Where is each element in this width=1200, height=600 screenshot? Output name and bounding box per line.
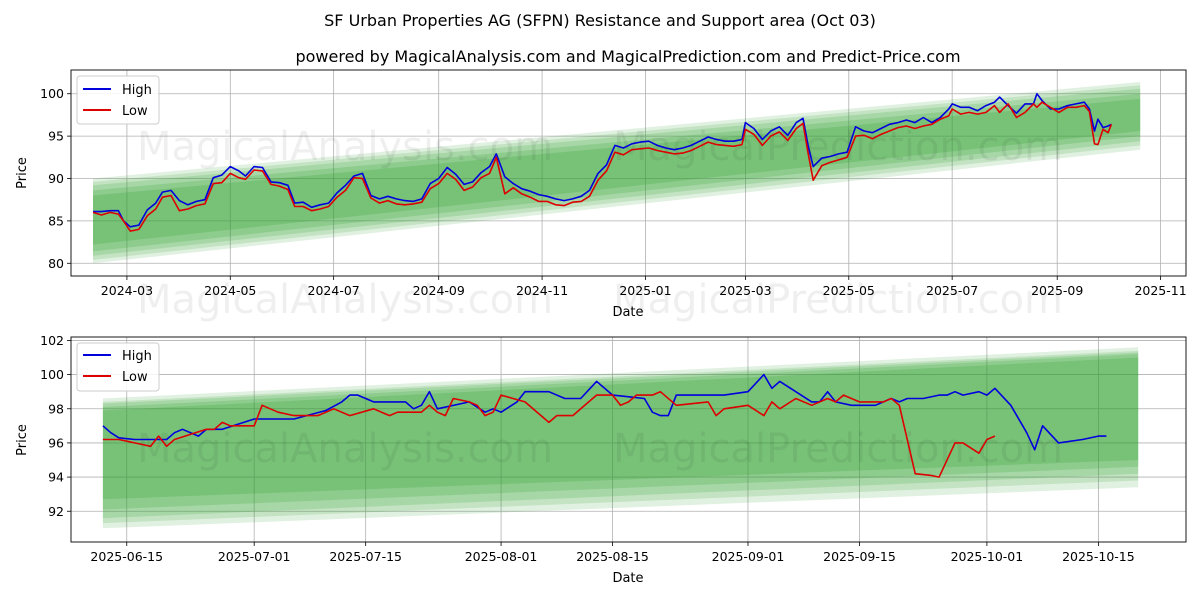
y-tick-label: 85 xyxy=(48,213,64,228)
chart-title: SF Urban Properties AG (SFPN) Resistance… xyxy=(324,11,876,30)
series-low-line xyxy=(102,390,996,478)
x-tick-label: 2025-10-15 xyxy=(1062,549,1135,564)
legend-low-label: Low xyxy=(122,104,148,119)
bottom-support-resistance-band xyxy=(102,347,1139,529)
x-tick-label: 2025-01 xyxy=(619,283,671,298)
bottom-plot-area xyxy=(71,337,1186,542)
top-plot-area xyxy=(71,70,1186,276)
bottom-series-lines xyxy=(102,373,1107,478)
series-high-line xyxy=(93,92,1112,228)
x-tick-label: 2025-08-15 xyxy=(576,549,649,564)
y-tick-label: 100 xyxy=(40,86,64,101)
x-tick-label: 2025-03 xyxy=(719,283,771,298)
watermark-prediction-top: MagicalPrediction.com xyxy=(613,124,1063,170)
x-tick-label: 2024-07 xyxy=(308,283,360,298)
chart-subtitle: powered by MagicalAnalysis.com and Magic… xyxy=(295,47,960,66)
bottom-x-ticks: 2025-06-15 2025-07-01 2025-07-15 2025-08-01… xyxy=(90,542,1135,564)
top-y-ticks: 80 85 90 95 100 xyxy=(40,86,71,271)
x-tick-label: 2025-07-01 xyxy=(218,549,291,564)
band-layer xyxy=(93,81,1141,264)
band-layer xyxy=(102,357,1139,500)
x-tick-label: 2025-11 xyxy=(1134,283,1186,298)
bottom-legend: High Low xyxy=(76,342,160,392)
x-tick-label: 2024-09 xyxy=(413,283,465,298)
bottom-y-axis-label: Price xyxy=(15,424,30,456)
y-tick-label: 80 xyxy=(48,256,64,271)
series-low-line xyxy=(92,101,1113,232)
top-watermarks: MagicalAnalysis.com MagicalPrediction.co… xyxy=(137,124,1063,323)
y-tick-label: 95 xyxy=(48,129,64,144)
top-y-axis-label: Price xyxy=(15,157,30,189)
x-tick-label: 2025-07-15 xyxy=(329,549,402,564)
y-tick-label: 98 xyxy=(48,401,64,416)
watermark-analysis-mid: MagicalAnalysis.com xyxy=(137,277,553,323)
x-tick-label: 2025-10-01 xyxy=(951,549,1024,564)
top-plot-frame xyxy=(70,69,1187,277)
x-tick-label: 2024-03 xyxy=(101,283,153,298)
band-layer xyxy=(102,352,1139,519)
watermark-analysis-bottom: MagicalAnalysis.com xyxy=(137,426,553,472)
watermark-analysis-top: MagicalAnalysis.com xyxy=(137,124,553,170)
x-tick-label: 2025-09 xyxy=(1031,283,1083,298)
bottom-gridlines xyxy=(71,337,1186,542)
y-tick-label: 102 xyxy=(40,333,64,348)
x-tick-label: 2025-05 xyxy=(823,283,875,298)
bottom-x-axis-label: Date xyxy=(612,571,643,586)
top-x-axis-label: Date xyxy=(612,305,643,320)
x-tick-label: 2025-09-15 xyxy=(823,549,896,564)
x-tick-label: 2025-07 xyxy=(926,283,978,298)
x-tick-label: 2024-05 xyxy=(204,283,256,298)
top-x-ticks: 2024-03 2024-05 2024-07 2024-09 2024-11 2025-… xyxy=(101,276,1187,298)
bottom-watermarks: MagicalAnalysis.com MagicalPrediction.co… xyxy=(137,426,1063,472)
x-tick-label: 2025-06-15 xyxy=(90,549,163,564)
watermark-prediction-mid: MagicalPrediction.com xyxy=(613,277,1063,323)
y-tick-label: 94 xyxy=(48,470,64,485)
y-tick-label: 96 xyxy=(48,435,64,450)
y-tick-label: 92 xyxy=(48,504,64,519)
watermark-prediction-bottom: MagicalPrediction.com xyxy=(613,426,1063,472)
band-layer xyxy=(102,354,1139,510)
y-tick-label: 90 xyxy=(48,171,64,186)
y-tick-label: 100 xyxy=(40,367,64,382)
bottom-y-ticks: 92 94 96 98 100 102 xyxy=(40,333,71,519)
bottom-panel: MagicalAnalysis.com MagicalPrediction.co… xyxy=(15,333,1187,586)
series-high-line xyxy=(102,373,1107,451)
top-panel: MagicalAnalysis.com MagicalPrediction.co… xyxy=(15,69,1187,323)
top-legend: High Low xyxy=(76,75,160,125)
band-layer xyxy=(102,347,1139,529)
legend-high-label: High xyxy=(122,83,152,98)
x-tick-label: 2024-11 xyxy=(516,283,568,298)
band-layer xyxy=(102,350,1139,524)
x-tick-label: 2025-09-01 xyxy=(712,549,785,564)
top-series-lines xyxy=(92,92,1113,232)
legend-high-label: High xyxy=(122,349,152,364)
bottom-plot-frame xyxy=(70,336,1187,543)
x-tick-label: 2025-08-01 xyxy=(465,549,538,564)
legend-low-label: Low xyxy=(122,370,148,385)
band-layer xyxy=(93,93,1141,252)
